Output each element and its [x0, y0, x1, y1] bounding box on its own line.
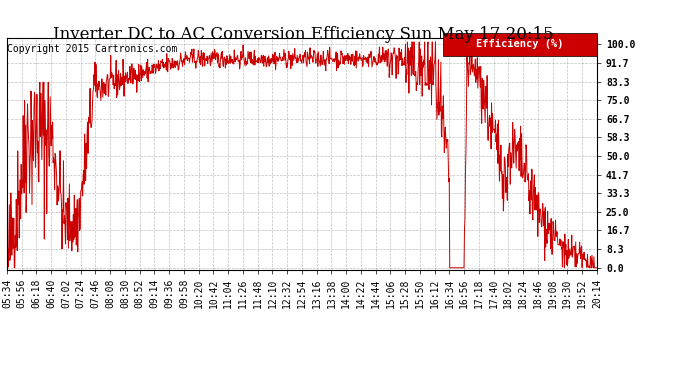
- Text: Copyright 2015 Cartronics.com: Copyright 2015 Cartronics.com: [8, 45, 178, 54]
- FancyBboxPatch shape: [444, 33, 597, 56]
- Text: Inverter DC to AC Conversion Efficiency Sun May 17 20:15: Inverter DC to AC Conversion Efficiency …: [53, 26, 554, 43]
- Text: Efficiency (%): Efficiency (%): [476, 39, 564, 50]
